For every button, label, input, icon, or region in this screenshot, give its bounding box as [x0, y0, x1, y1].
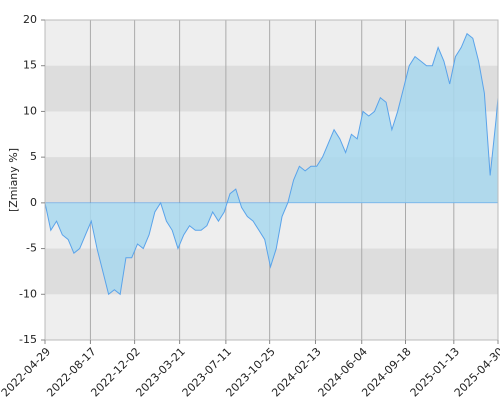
y-tick-label: -5	[26, 242, 37, 255]
line	[44, 32, 499, 296]
y-axis-label: [Zmiany %]	[7, 148, 20, 212]
y-tick-label: -15	[19, 333, 37, 346]
y-tick-label: 20	[23, 13, 37, 26]
plot-border	[44, 19, 499, 341]
y-tick-label: -10	[19, 287, 37, 300]
y-tick-label: 0	[30, 196, 37, 209]
y-tick-label: 10	[23, 104, 37, 117]
y-tick-label: 15	[23, 59, 37, 72]
area-fill	[45, 33, 498, 295]
y-tick-label: 5	[30, 150, 37, 163]
